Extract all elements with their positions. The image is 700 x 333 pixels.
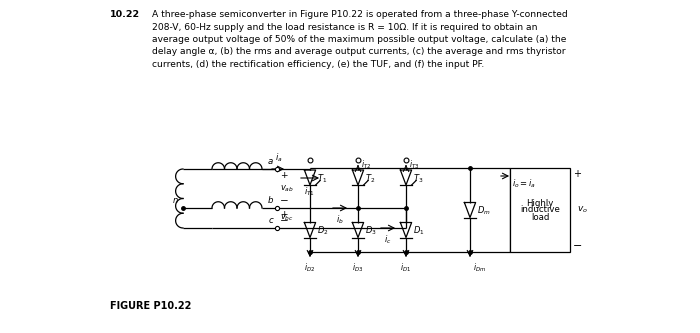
Text: $v_o$: $v_o$ (577, 205, 588, 215)
Text: $T_3$: $T_3$ (412, 172, 423, 185)
Text: c: c (268, 216, 273, 225)
Text: $i_{D2}$: $i_{D2}$ (304, 262, 316, 274)
Text: $D_m$: $D_m$ (477, 205, 491, 217)
Text: FIGURE P10.22: FIGURE P10.22 (110, 301, 191, 311)
Text: $i_c$: $i_c$ (384, 233, 392, 245)
Text: n: n (173, 196, 178, 205)
Text: A three-phase semiconverter in Figure P10.22 is operated from a three-phase Y-co: A three-phase semiconverter in Figure P1… (152, 10, 568, 19)
Bar (510, 168, 570, 252)
Polygon shape (464, 202, 475, 217)
Text: $i_{D1}$: $i_{D1}$ (400, 262, 412, 274)
Text: $i_{T1}$: $i_{T1}$ (304, 186, 316, 198)
Text: −: − (280, 216, 288, 226)
Text: $i_o = i_a$: $i_o = i_a$ (512, 178, 536, 190)
Polygon shape (400, 222, 412, 237)
Polygon shape (304, 222, 316, 237)
Polygon shape (400, 170, 412, 185)
Text: average output voltage of 50% of the maximum possible output voltage, calculate : average output voltage of 50% of the max… (152, 35, 566, 44)
Text: $T_1$: $T_1$ (316, 172, 327, 185)
Text: −: − (280, 196, 288, 206)
Text: +: + (280, 210, 288, 219)
Text: a: a (267, 157, 273, 166)
Text: Highly: Highly (526, 198, 554, 207)
Text: currents, (d) the rectification efficiency, (e) the TUF, and (f) the input PF.: currents, (d) the rectification efficien… (152, 60, 484, 69)
Text: $i_{D3}$: $i_{D3}$ (352, 262, 363, 274)
Text: $D_3$: $D_3$ (365, 225, 377, 237)
Text: $i_{Dm}$: $i_{Dm}$ (473, 262, 486, 274)
Text: inductive: inductive (520, 205, 560, 214)
Text: 208-V, 60-Hz supply and the load resistance is R = 10Ω. If it is required to obt: 208-V, 60-Hz supply and the load resista… (152, 23, 538, 32)
Text: $i_a$: $i_a$ (275, 152, 283, 164)
Text: $i_b$: $i_b$ (336, 213, 344, 225)
Text: $v_{ab}$: $v_{ab}$ (280, 183, 294, 194)
Text: $i_{T2}$: $i_{T2}$ (361, 159, 371, 171)
Text: b: b (267, 196, 273, 205)
Text: 10.22: 10.22 (110, 10, 140, 19)
Text: $i_{T3}$: $i_{T3}$ (409, 159, 419, 171)
Text: $T_2$: $T_2$ (365, 172, 375, 185)
Polygon shape (352, 222, 363, 237)
Text: +: + (280, 171, 288, 180)
Text: +: + (573, 169, 581, 179)
Text: $D_1$: $D_1$ (412, 225, 424, 237)
Text: delay angle α, (b) the rms and average output currents, (c) the average and rms : delay angle α, (b) the rms and average o… (152, 48, 566, 57)
Text: $v_{bc}$: $v_{bc}$ (280, 213, 294, 223)
Polygon shape (304, 170, 316, 185)
Text: −: − (573, 241, 582, 251)
Text: $D_2$: $D_2$ (316, 225, 328, 237)
Text: load: load (531, 212, 550, 221)
Polygon shape (352, 170, 363, 185)
